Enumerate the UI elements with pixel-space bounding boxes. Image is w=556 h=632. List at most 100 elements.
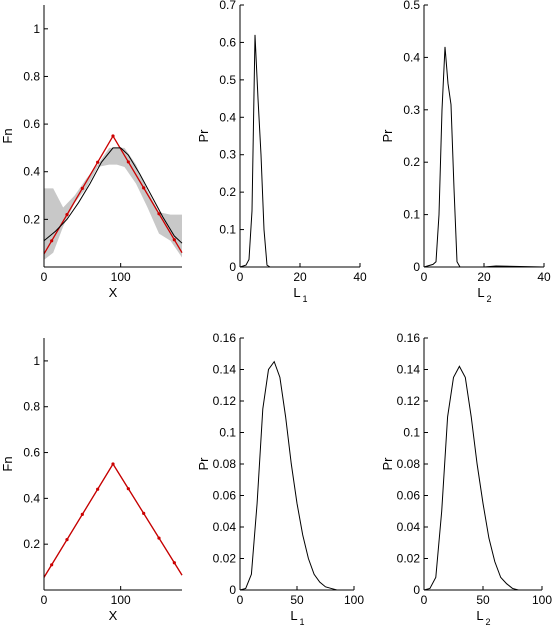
y-tick-label: 0.6 [219, 35, 236, 49]
y-axis-label: Pr [380, 129, 395, 143]
y-axis-label: Pr [196, 457, 211, 471]
y-tick-label: 0.2 [403, 155, 420, 169]
y-axis-label: Pr [380, 457, 395, 471]
y-tick-label: 0.8 [23, 400, 40, 414]
truth-marker [80, 186, 84, 190]
x-tick-label: 50 [476, 593, 490, 607]
x-axis-label-subscript: 1 [299, 617, 304, 627]
y-tick-label: 0.16 [213, 331, 237, 345]
series-line-black [239, 360, 354, 591]
truth-marker [65, 538, 69, 542]
y-tick-label: 0.5 [403, 0, 420, 12]
y-tick-label: 0.3 [403, 103, 420, 117]
x-tick-label: 0 [237, 593, 244, 607]
x-axis-label-subscript: 2 [485, 617, 490, 627]
y-tick-label: 0.02 [213, 552, 237, 566]
series-line-black [423, 46, 545, 268]
truth-marker [142, 186, 146, 190]
x-tick-label: 100 [111, 270, 131, 284]
y-tick-label: 0.2 [23, 537, 40, 551]
x-tick-label: 100 [111, 593, 131, 607]
x-tick-label: 20 [293, 270, 307, 284]
y-tick-label: 0 [413, 583, 420, 597]
series-line-black [43, 147, 183, 244]
panel-5: 0 0.02 0.04 0.06 0.08 0.1 0.12 0.14 0.16 0 50 100 L 1… [196, 331, 364, 627]
series-line-black [423, 365, 542, 591]
series-line-black [43, 463, 183, 578]
truth-marker [157, 212, 161, 216]
panel-2: 0 0.1 0.2 0.3 0.4 0.5 0.6 0.7 0 20 40 L 1 Pr [196, 0, 367, 304]
truth-marker [157, 536, 161, 540]
truth-marker [142, 511, 146, 515]
y-tick-label: 0.8 [23, 69, 40, 83]
x-tick-label: 0 [421, 270, 428, 284]
x-tick-label: 0 [421, 593, 428, 607]
x-axis-label: X [109, 285, 118, 300]
truth-marker [50, 239, 54, 243]
truth-marker [111, 462, 115, 466]
panel-6: 0 0.02 0.04 0.06 0.08 0.1 0.12 0.14 0.16 0 50 100 L 2… [380, 331, 552, 627]
truth-marker [126, 487, 130, 491]
y-tick-label: 0.06 [397, 489, 421, 503]
truth-marker [172, 238, 176, 242]
truth-marker [126, 160, 130, 164]
x-axis-label: L [290, 608, 297, 623]
panel-3: 0 0.1 0.2 0.3 0.4 0.5 0 20 40 L 2 Pr [380, 0, 551, 304]
series-line-black [239, 34, 360, 268]
truth-marker [50, 563, 54, 567]
y-tick-label: 0.14 [213, 363, 237, 377]
x-axis-label: L [477, 285, 484, 300]
truth-marker [96, 487, 100, 491]
y-tick-label: 0.2 [219, 185, 236, 199]
truth-marker [172, 561, 176, 565]
x-tick-label: 0 [237, 270, 244, 284]
y-tick-label: 0.1 [403, 426, 420, 440]
y-tick-label: 0.14 [397, 363, 421, 377]
y-tick-label: 0 [229, 583, 236, 597]
y-tick-label: 0.12 [213, 394, 237, 408]
x-tick-label: 0 [41, 270, 48, 284]
y-tick-label: 0.4 [23, 491, 40, 505]
y-tick-label: 1 [33, 354, 40, 368]
series-line-red [43, 462, 183, 578]
x-axis-label: L [476, 608, 483, 623]
x-tick-label: 50 [290, 593, 304, 607]
y-tick-label: 0.12 [397, 394, 421, 408]
x-tick-label: 0 [41, 593, 48, 607]
x-axis-label-subscript: 1 [302, 294, 307, 304]
y-axis-label: Pr [196, 129, 211, 143]
y-tick-label: 0.02 [397, 552, 421, 566]
y-tick-label: 0 [413, 260, 420, 274]
x-tick-label: 20 [477, 270, 491, 284]
confidence-band [44, 147, 182, 260]
x-tick-label: 40 [537, 270, 551, 284]
y-tick-label: 0.6 [23, 446, 40, 460]
y-tick-label: 0.4 [23, 165, 40, 179]
y-tick-label: 0.04 [397, 520, 421, 534]
truth-marker [96, 160, 100, 164]
x-axis-label-subscript: 2 [486, 294, 491, 304]
y-tick-label: 0.1 [219, 426, 236, 440]
y-tick-label: 1 [33, 22, 40, 36]
x-tick-label: 100 [532, 593, 552, 607]
truth-marker [111, 134, 115, 138]
y-tick-label: 0.08 [397, 457, 421, 471]
x-axis-label: L [293, 285, 300, 300]
y-tick-label: 0.1 [219, 223, 236, 237]
truth-marker [80, 512, 84, 517]
y-tick-label: 0.08 [213, 457, 237, 471]
y-tick-label: 0.5 [219, 73, 236, 87]
y-tick-label: 0.1 [403, 208, 420, 222]
y-tick-label: 0.6 [23, 117, 40, 131]
x-tick-label: 40 [353, 270, 367, 284]
y-tick-label: 0.3 [219, 148, 236, 162]
truth-marker [65, 213, 69, 217]
y-tick-label: 0.7 [219, 0, 236, 12]
y-tick-label: 0.2 [23, 212, 40, 226]
y-tick-label: 0.06 [213, 489, 237, 503]
x-axis-label: X [109, 608, 118, 623]
y-tick-label: 0.4 [219, 110, 236, 124]
